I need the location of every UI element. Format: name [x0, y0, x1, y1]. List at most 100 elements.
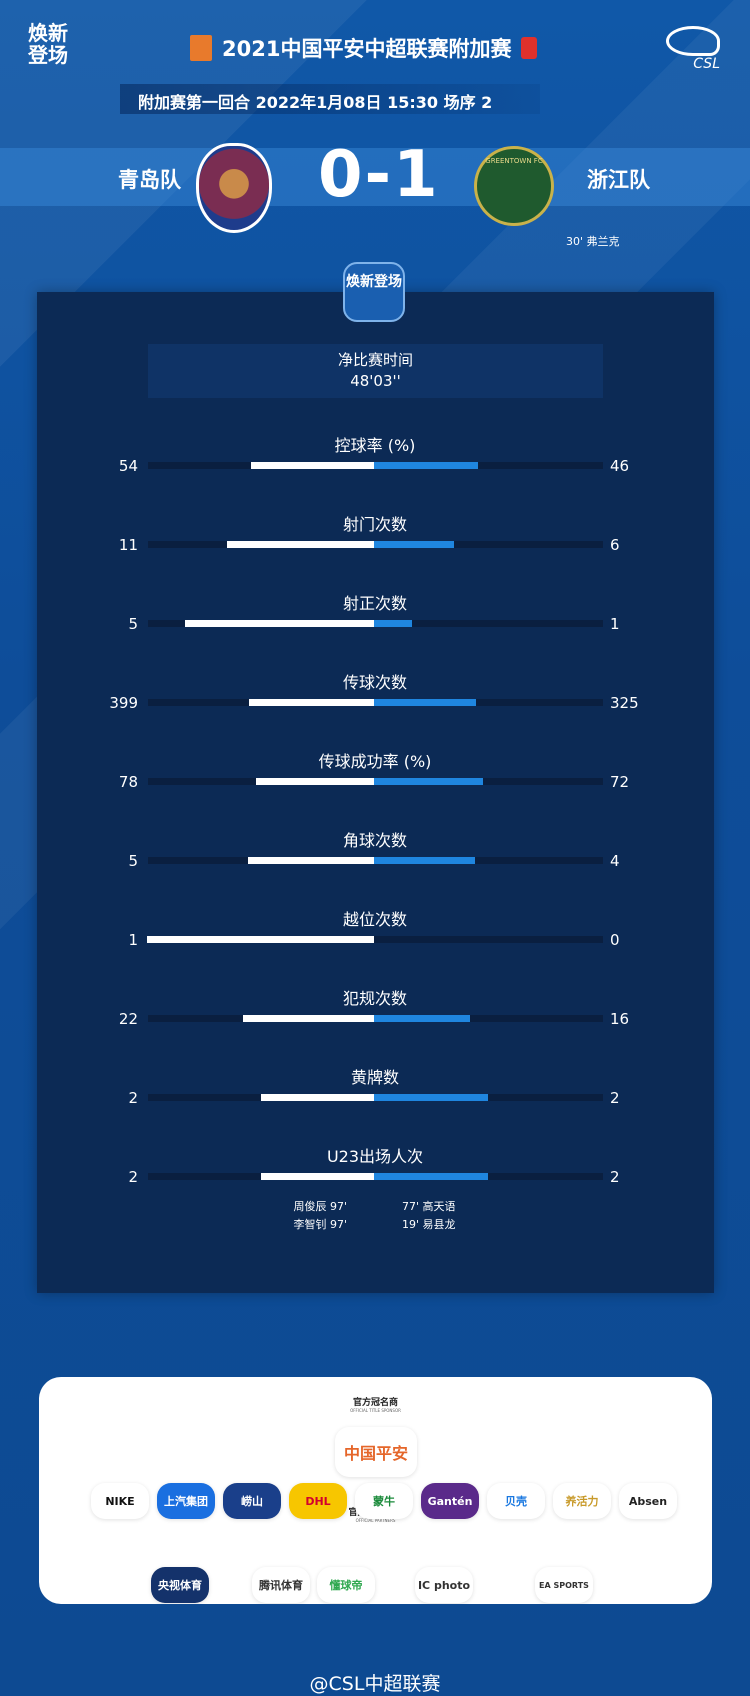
net-time: 净比赛时间 48'03''	[148, 344, 603, 398]
home-bar	[227, 541, 374, 548]
away-value: 0	[610, 931, 620, 949]
weibo-handle: @CSL中超联赛	[309, 1673, 441, 1695]
partner-logo: Gantén	[421, 1483, 479, 1519]
away-bar	[374, 1015, 470, 1022]
stat-label: U23出场人次	[326, 1147, 424, 1166]
home-bar	[251, 462, 374, 469]
stat-row: 传球成功率 (%) 78 72	[0, 748, 750, 808]
away-value: 72	[610, 773, 630, 791]
home-bar	[242, 1015, 374, 1022]
page-title: 2021中国平安中超联赛附加赛	[190, 33, 538, 63]
stat-label: 射门次数	[342, 515, 407, 534]
media-label: 官方媒体合作伙伴	[144, 1542, 217, 1552]
sponsor-ic-photo: IC photo	[415, 1567, 473, 1603]
sponsor-cctv: 央视体育	[151, 1567, 209, 1603]
away-bar	[374, 620, 412, 627]
away-value: 6	[610, 536, 620, 554]
home-value: 11	[118, 536, 138, 554]
away-team: 浙江队	[587, 168, 650, 192]
stat-row: U23出场人次 2 2	[0, 1143, 750, 1203]
away-bar	[374, 778, 483, 785]
stats-panel	[37, 292, 714, 1293]
home-bar	[248, 699, 374, 706]
digital-label: 官方新媒体合作伙伴	[270, 1542, 352, 1552]
away-value: 325	[610, 694, 639, 712]
stat-track	[148, 936, 603, 943]
title-sponsor-label: 官方冠名商 OFFICIAL TITLE SPONSOR	[350, 1398, 401, 1413]
sponsor-ping-an: 中国平安	[335, 1427, 417, 1477]
away-value: 16	[610, 1010, 630, 1028]
home-value: 1	[128, 931, 138, 949]
home-value: 22	[118, 1010, 138, 1028]
away-bar	[374, 1173, 488, 1180]
stat-row: 黄牌数 2 2	[0, 1064, 750, 1124]
stat-label: 越位次数	[342, 910, 407, 929]
away-value: 1	[610, 615, 620, 633]
stat-row: 角球次数 5 4	[0, 827, 750, 887]
stat-row: 犯规次数 22 16	[0, 985, 750, 1045]
ping-an-icon	[190, 35, 212, 61]
home-bar	[247, 857, 374, 864]
sponsor-card-lower: 官方媒体合作伙伴 央视体育 官方新媒体合作伙伴 腾讯体育 懂球帝 官方图片合作机…	[39, 1377, 712, 1604]
home-value: 5	[128, 852, 138, 870]
panel-badge: 焕新登场	[343, 262, 405, 322]
away-value: 46	[610, 457, 630, 475]
title-text: 2021中国平安中超联赛附加赛	[222, 37, 512, 61]
stat-row: 射门次数 11 6	[0, 511, 750, 571]
partner-logo: NIKE	[91, 1483, 149, 1519]
partner-logo: 贝壳	[487, 1483, 545, 1519]
photo-label: 官方图片合作机构	[407, 1542, 480, 1552]
away-value: 2	[610, 1168, 620, 1186]
partner-logo: 上汽集团	[157, 1483, 215, 1519]
home-bar	[260, 1173, 374, 1180]
home-bar	[147, 936, 374, 943]
stat-label: 射正次数	[342, 594, 407, 613]
home-bar	[184, 620, 374, 627]
home-value: 2	[128, 1089, 138, 1107]
home-value: 78	[118, 773, 138, 791]
partner-logo: 蒙牛	[355, 1483, 413, 1519]
net-time-label: 净比赛时间	[337, 351, 413, 369]
home-value: 5	[128, 615, 138, 633]
away-bar	[374, 541, 455, 548]
home-value: 2	[128, 1168, 138, 1186]
away-bar	[374, 857, 475, 864]
game-label: 官方游戏合作伙伴	[527, 1542, 600, 1552]
away-value: 4	[610, 852, 620, 870]
trophy-icon	[521, 37, 538, 59]
partner-logo: Absen	[619, 1483, 677, 1519]
score: 0-1	[318, 138, 440, 212]
score-band	[0, 148, 750, 206]
net-time-value: 48'03''	[350, 372, 401, 390]
home-value: 54	[118, 457, 138, 475]
home-bar	[255, 778, 374, 785]
away-bar	[374, 462, 479, 469]
match-info: 附加赛第一回合 2022年1月08日 15:30 场序 2	[120, 84, 540, 114]
away-goal-scorer: 30' 弗兰克	[566, 235, 620, 248]
partner-logo: 崂山	[223, 1483, 281, 1519]
stat-label: 犯规次数	[342, 989, 407, 1008]
home-crest	[196, 143, 272, 233]
away-crest: GREENTOWN FC	[474, 146, 554, 226]
home-value: 399	[109, 694, 138, 712]
away-u23-players: 77' 高天语 19' 易县龙	[402, 1200, 456, 1231]
stat-label: 控球率 (%)	[334, 436, 416, 455]
sponsor-ea: EA SPORTS	[535, 1567, 593, 1603]
csl-logo: CSL	[666, 26, 720, 72]
stat-label: 黄牌数	[350, 1068, 399, 1087]
stat-row: 控球率 (%) 54 46	[0, 432, 750, 492]
brand-logo: 焕新登场	[28, 21, 68, 67]
stat-row: 传球次数 399 325	[0, 669, 750, 729]
away-value: 2	[610, 1089, 620, 1107]
stat-row: 射正次数 5 1	[0, 590, 750, 650]
home-u23-players: 周俊辰 97' 李智钊 97'	[293, 1200, 347, 1231]
stat-label: 传球次数	[342, 673, 407, 692]
sponsor-tencent: 腾讯体育	[252, 1567, 310, 1603]
partner-logo: DHL	[289, 1483, 347, 1519]
home-team: 青岛队	[118, 168, 181, 192]
away-bar	[374, 1094, 488, 1101]
stat-label: 传球成功率 (%)	[318, 752, 432, 771]
home-bar	[260, 1094, 374, 1101]
stat-label: 角球次数	[342, 831, 407, 850]
